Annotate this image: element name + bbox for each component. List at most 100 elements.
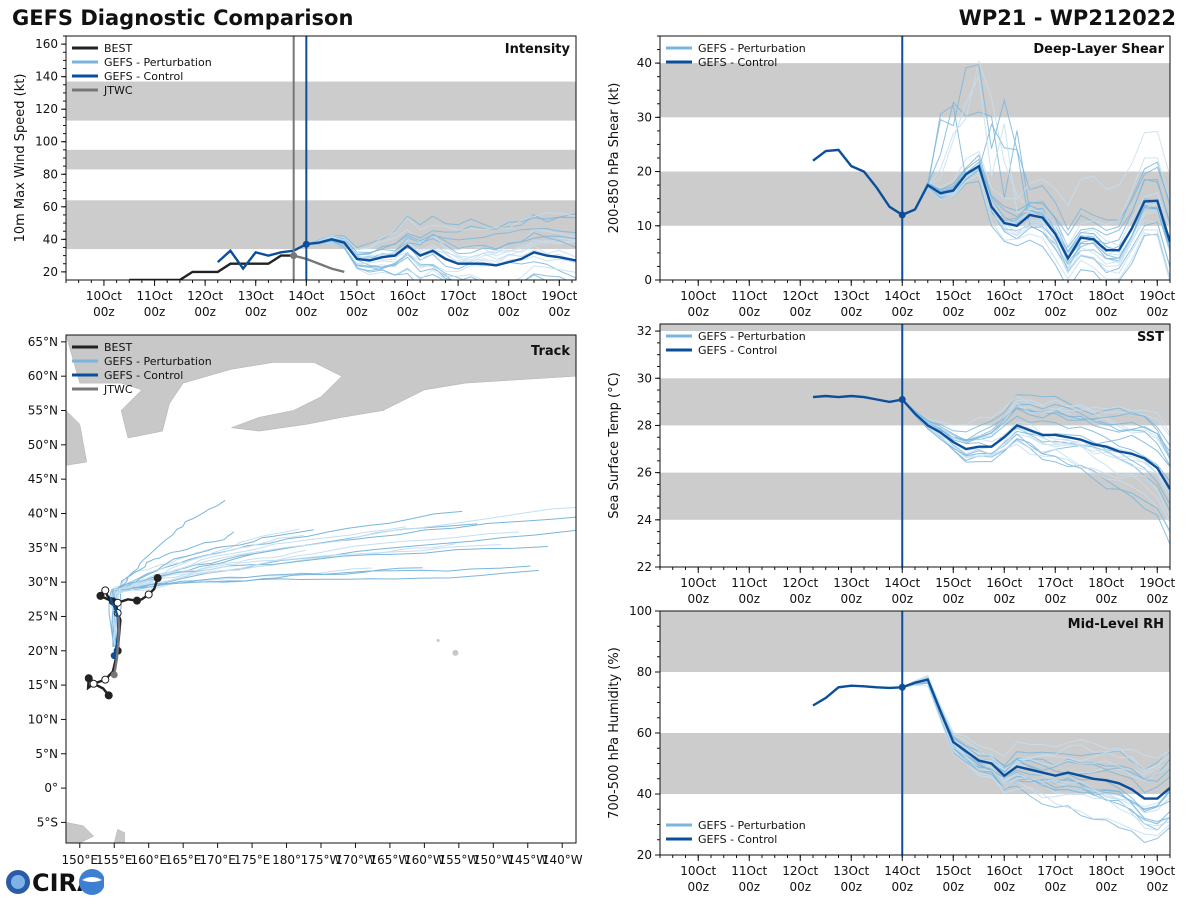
x-tick-hour-label: 00z xyxy=(1044,880,1066,894)
y-tick-label: 60 xyxy=(637,726,652,740)
panel-rh: 20 40 60 80 100 10Oct 00z 11Oct 00z 12Oct 00z 13Oct… xyxy=(607,604,1176,894)
y-tick-label: 28 xyxy=(637,418,652,432)
y-tick-label: 140 xyxy=(35,70,58,84)
cira-logo-image: CIRA xyxy=(6,869,105,897)
legend-label: GEFS - Control xyxy=(698,56,777,69)
panel-sst: 22 24 26 28 30 32 10Oct 00z 11Oct 00z 12Oct 00z 13Oc… xyxy=(607,323,1176,606)
plot-area xyxy=(660,59,1170,280)
x-tick-hour-label: 00z xyxy=(840,592,862,606)
x-tick-day-label: 11Oct xyxy=(137,289,173,303)
series-line-gefs-control xyxy=(812,148,1170,261)
perturbation-member-line xyxy=(902,684,1170,827)
legend-label: GEFS - Perturbation xyxy=(698,330,806,343)
panel-intensity: 20 40 60 80 100 120 140 160 10Oct 00z 11Oct 00z 12Oc… xyxy=(13,35,578,319)
panel-title: SST xyxy=(1137,330,1164,345)
x-tick-hour-label: 00z xyxy=(942,305,964,319)
x-tick-hour-label: 00z xyxy=(1095,592,1117,606)
perturbation-member-line xyxy=(902,678,1170,782)
perturbation-member-line xyxy=(901,399,1170,460)
perturbation-member-line xyxy=(901,399,1170,444)
perturbation-member-line xyxy=(902,164,1170,256)
x-tick-day-label: 17Oct xyxy=(1037,864,1073,878)
lon-tick-label: 165°E xyxy=(165,853,202,867)
y-tick-label: 24 xyxy=(637,513,652,527)
panel-track: 5°S 0° 5°N 10°N 15°N 20°N 25°N 30°N 35°N 40°N 45°N… xyxy=(28,334,583,867)
storm-id-title: WP21 - WP212022 xyxy=(958,6,1176,30)
x-tick-day-label: 14Oct xyxy=(288,289,324,303)
x-tick-day-label: 16Oct xyxy=(986,864,1022,878)
x-tick-hour-label: 00z xyxy=(1044,592,1066,606)
x-tick-hour-label: 00z xyxy=(942,592,964,606)
lon-tick-label: 175°E xyxy=(234,853,271,867)
x-tick-hour-label: 00z xyxy=(498,305,520,319)
x-tick-day-label: 19Oct xyxy=(1139,289,1175,303)
x-tick-hour-label: 00z xyxy=(993,592,1015,606)
legend-label: BEST xyxy=(104,42,132,55)
y-tick-label: 22 xyxy=(637,560,652,574)
x-tick-hour-label: 00z xyxy=(840,880,862,894)
x-tick-day-label: 12Oct xyxy=(782,864,818,878)
x-tick-hour-label: 00z xyxy=(1146,305,1168,319)
x-tick-hour-label: 00z xyxy=(245,305,267,319)
x-tick-hour-label: 00z xyxy=(447,305,469,319)
plot-area xyxy=(66,81,576,280)
y-tick-label: 40 xyxy=(637,56,652,70)
x-tick-hour-label: 00z xyxy=(993,305,1015,319)
perturbation-member-line xyxy=(901,399,1170,467)
x-tick-day-label: 18Oct xyxy=(1088,576,1124,590)
x-tick-day-label: 14Oct xyxy=(884,864,920,878)
x-tick-day-label: 19Oct xyxy=(1139,576,1175,590)
x-tick-day-label: 14Oct xyxy=(884,576,920,590)
legend-label: GEFS - Perturbation xyxy=(698,819,806,832)
lat-tick-label: 10°N xyxy=(28,712,58,726)
plot-area xyxy=(660,324,1170,545)
perturbation-member-line xyxy=(901,399,1170,500)
lat-tick-label: 45°N xyxy=(28,472,58,486)
lat-tick-label: 30°N xyxy=(28,575,58,589)
land-mass xyxy=(66,335,576,439)
perturbation-member-line xyxy=(902,674,1170,771)
y-tick-label: 26 xyxy=(637,466,652,480)
x-tick-hour-label: 00z xyxy=(1095,880,1117,894)
y-tick-label: 10 xyxy=(637,219,652,233)
x-tick-hour-label: 00z xyxy=(942,880,964,894)
x-tick-day-label: 19Oct xyxy=(541,289,577,303)
y-tick-label: 30 xyxy=(637,371,652,385)
y-tick-label: 0 xyxy=(644,273,652,287)
x-tick-hour-label: 00z xyxy=(891,305,913,319)
perturbation-member-line xyxy=(306,212,576,251)
legend-label: GEFS - Control xyxy=(698,833,777,846)
panel-title: Intensity xyxy=(505,42,571,57)
island-hawaii xyxy=(452,649,459,656)
lat-tick-label: 35°N xyxy=(28,541,58,555)
x-tick-day-label: 17Oct xyxy=(1037,576,1073,590)
legend-label: GEFS - Control xyxy=(104,369,183,382)
perturbation-member-line xyxy=(902,173,1170,280)
x-tick-hour-label: 00z xyxy=(687,305,709,319)
x-tick-day-label: 12Oct xyxy=(782,289,818,303)
lat-tick-label: 55°N xyxy=(28,404,58,418)
perturbation-member-line xyxy=(902,681,1170,837)
x-tick-hour-label: 00z xyxy=(1146,592,1168,606)
best-track-point xyxy=(153,574,162,583)
plot-area xyxy=(660,611,1170,844)
lat-tick-label: 50°N xyxy=(28,438,58,452)
x-tick-day-label: 18Oct xyxy=(1088,864,1124,878)
jtwc-track-start xyxy=(110,671,118,679)
x-tick-hour-label: 00z xyxy=(891,592,913,606)
x-tick-day-label: 14Oct xyxy=(884,289,920,303)
perturbation-member-line xyxy=(901,399,1170,517)
best-track-point xyxy=(96,591,105,600)
threshold-band xyxy=(66,149,576,170)
y-tick-label: 20 xyxy=(637,165,652,179)
lon-tick-label: 170°W xyxy=(335,853,376,867)
y-axis-label: 10m Max Wind Speed (kt) xyxy=(13,74,28,243)
lon-tick-label: 180° xyxy=(272,853,301,867)
series-line-jtwc xyxy=(293,254,345,274)
x-tick-day-label: 11Oct xyxy=(731,576,767,590)
y-tick-label: 30 xyxy=(637,110,652,124)
track-line-jtwc xyxy=(113,616,121,675)
series-line-gefs-control xyxy=(812,678,1170,800)
y-axis-label: Sea Surface Temp (°C) xyxy=(607,372,622,519)
